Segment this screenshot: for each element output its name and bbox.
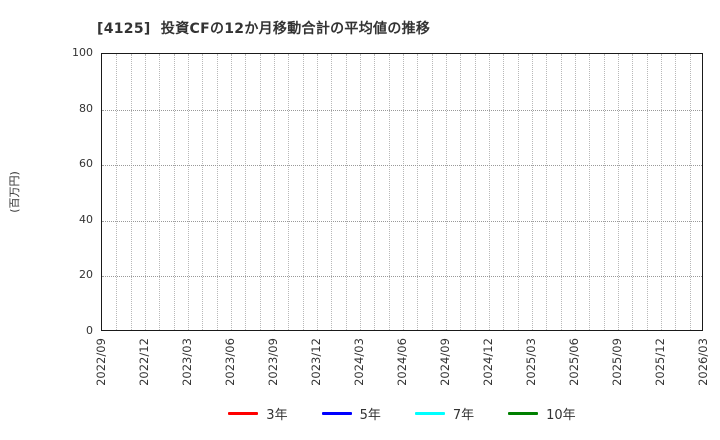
vertical-gridline [388, 54, 390, 330]
y-tick-label: 60 [79, 157, 93, 171]
horizontal-gridline [102, 109, 702, 111]
vertical-gridline [403, 54, 404, 330]
legend-item-2: 7年 [414, 404, 475, 423]
vertical-gridline [603, 54, 605, 330]
vertical-gridline [431, 54, 433, 330]
vertical-gridline [360, 54, 361, 330]
horizontal-gridline [102, 165, 702, 167]
vertical-gridline [489, 54, 490, 330]
legend-label: 5年 [359, 407, 381, 423]
legend-label: 7年 [452, 407, 475, 423]
legend-item-1: 5年 [321, 404, 381, 423]
vertical-gridline [517, 54, 519, 330]
legend-label: 10年 [546, 407, 576, 423]
vertical-gridline [245, 54, 247, 330]
vertical-gridline [532, 54, 533, 330]
vertical-gridline [474, 54, 476, 330]
y-tick-label: 0 [86, 324, 93, 337]
vertical-gridline [216, 54, 218, 330]
vertical-gridline [130, 54, 132, 330]
x-tick-label: 2024/12 [481, 338, 495, 386]
vertical-gridline [259, 54, 261, 330]
vertical-gridline [661, 54, 662, 330]
legend-line-swatch [228, 411, 259, 415]
vertical-gridline [589, 54, 591, 330]
x-tick-label: 2024/03 [352, 338, 366, 386]
vertical-gridline [231, 54, 232, 330]
legend-line-swatch [508, 411, 539, 415]
y-tick-label: 100 [72, 46, 93, 59]
vertical-gridline [632, 54, 634, 330]
y-axis-label: (百万円) [8, 171, 21, 213]
legend-item-0: 3年 [228, 404, 288, 423]
legend: 3年 5年 7年 10年 [101, 402, 703, 424]
vertical-gridline [345, 54, 347, 330]
vertical-gridline [274, 54, 275, 330]
vertical-gridline [317, 54, 318, 330]
vertical-gridline [188, 54, 189, 330]
vertical-gridline [374, 54, 376, 330]
horizontal-gridline [102, 276, 702, 278]
vertical-gridline [646, 54, 648, 330]
vertical-gridline [202, 54, 204, 330]
vertical-gridline [675, 54, 677, 330]
vertical-gridline [460, 54, 462, 330]
vertical-gridline [288, 54, 290, 330]
vertical-gridline [446, 54, 447, 330]
vertical-gridline [575, 54, 576, 330]
vertical-gridline [503, 54, 505, 330]
vertical-gridline [560, 54, 562, 330]
x-tick-label: 2025/09 [610, 338, 624, 386]
vertical-gridline [618, 54, 619, 330]
vertical-gridline [546, 54, 548, 330]
y-tick-label: 80 [79, 101, 93, 115]
x-tick-label: 2025/03 [524, 338, 538, 386]
y-tick-label: 20 [79, 268, 93, 282]
vertical-gridline [145, 54, 146, 330]
x-tick-label: 2024/09 [438, 338, 452, 386]
horizontal-gridline [102, 220, 702, 222]
x-tick-label: 2025/06 [567, 338, 581, 386]
x-tick-label: 2026/03 [696, 338, 710, 386]
vertical-gridline [689, 54, 691, 330]
vertical-gridline [116, 54, 118, 330]
x-tick-label: 2022/12 [137, 338, 151, 386]
y-tick-label: 40 [79, 212, 93, 226]
x-tick-label: 2022/09 [94, 338, 108, 386]
x-tick-label: 2023/09 [266, 338, 280, 386]
x-tick-label: 2023/03 [180, 338, 194, 386]
legend-line-swatch [414, 411, 445, 415]
vertical-gridline [302, 54, 304, 330]
vertical-gridline [173, 54, 175, 330]
x-tick-label: 2023/12 [309, 338, 323, 386]
vertical-gridline [331, 54, 333, 330]
legend-line-swatch [321, 411, 352, 415]
legend-item-3: 10年 [508, 404, 576, 423]
x-tick-label: 2023/06 [223, 338, 237, 386]
vertical-gridline [159, 54, 161, 330]
x-tick-label: 2025/12 [653, 338, 667, 386]
x-tick-label: 2024/06 [395, 338, 409, 386]
vertical-gridline [417, 54, 419, 330]
plot-area [101, 53, 703, 331]
legend-label: 3年 [266, 407, 288, 423]
chart-title: [4125] 投資CFの12か月移動合計の平均値の推移 [97, 21, 431, 37]
